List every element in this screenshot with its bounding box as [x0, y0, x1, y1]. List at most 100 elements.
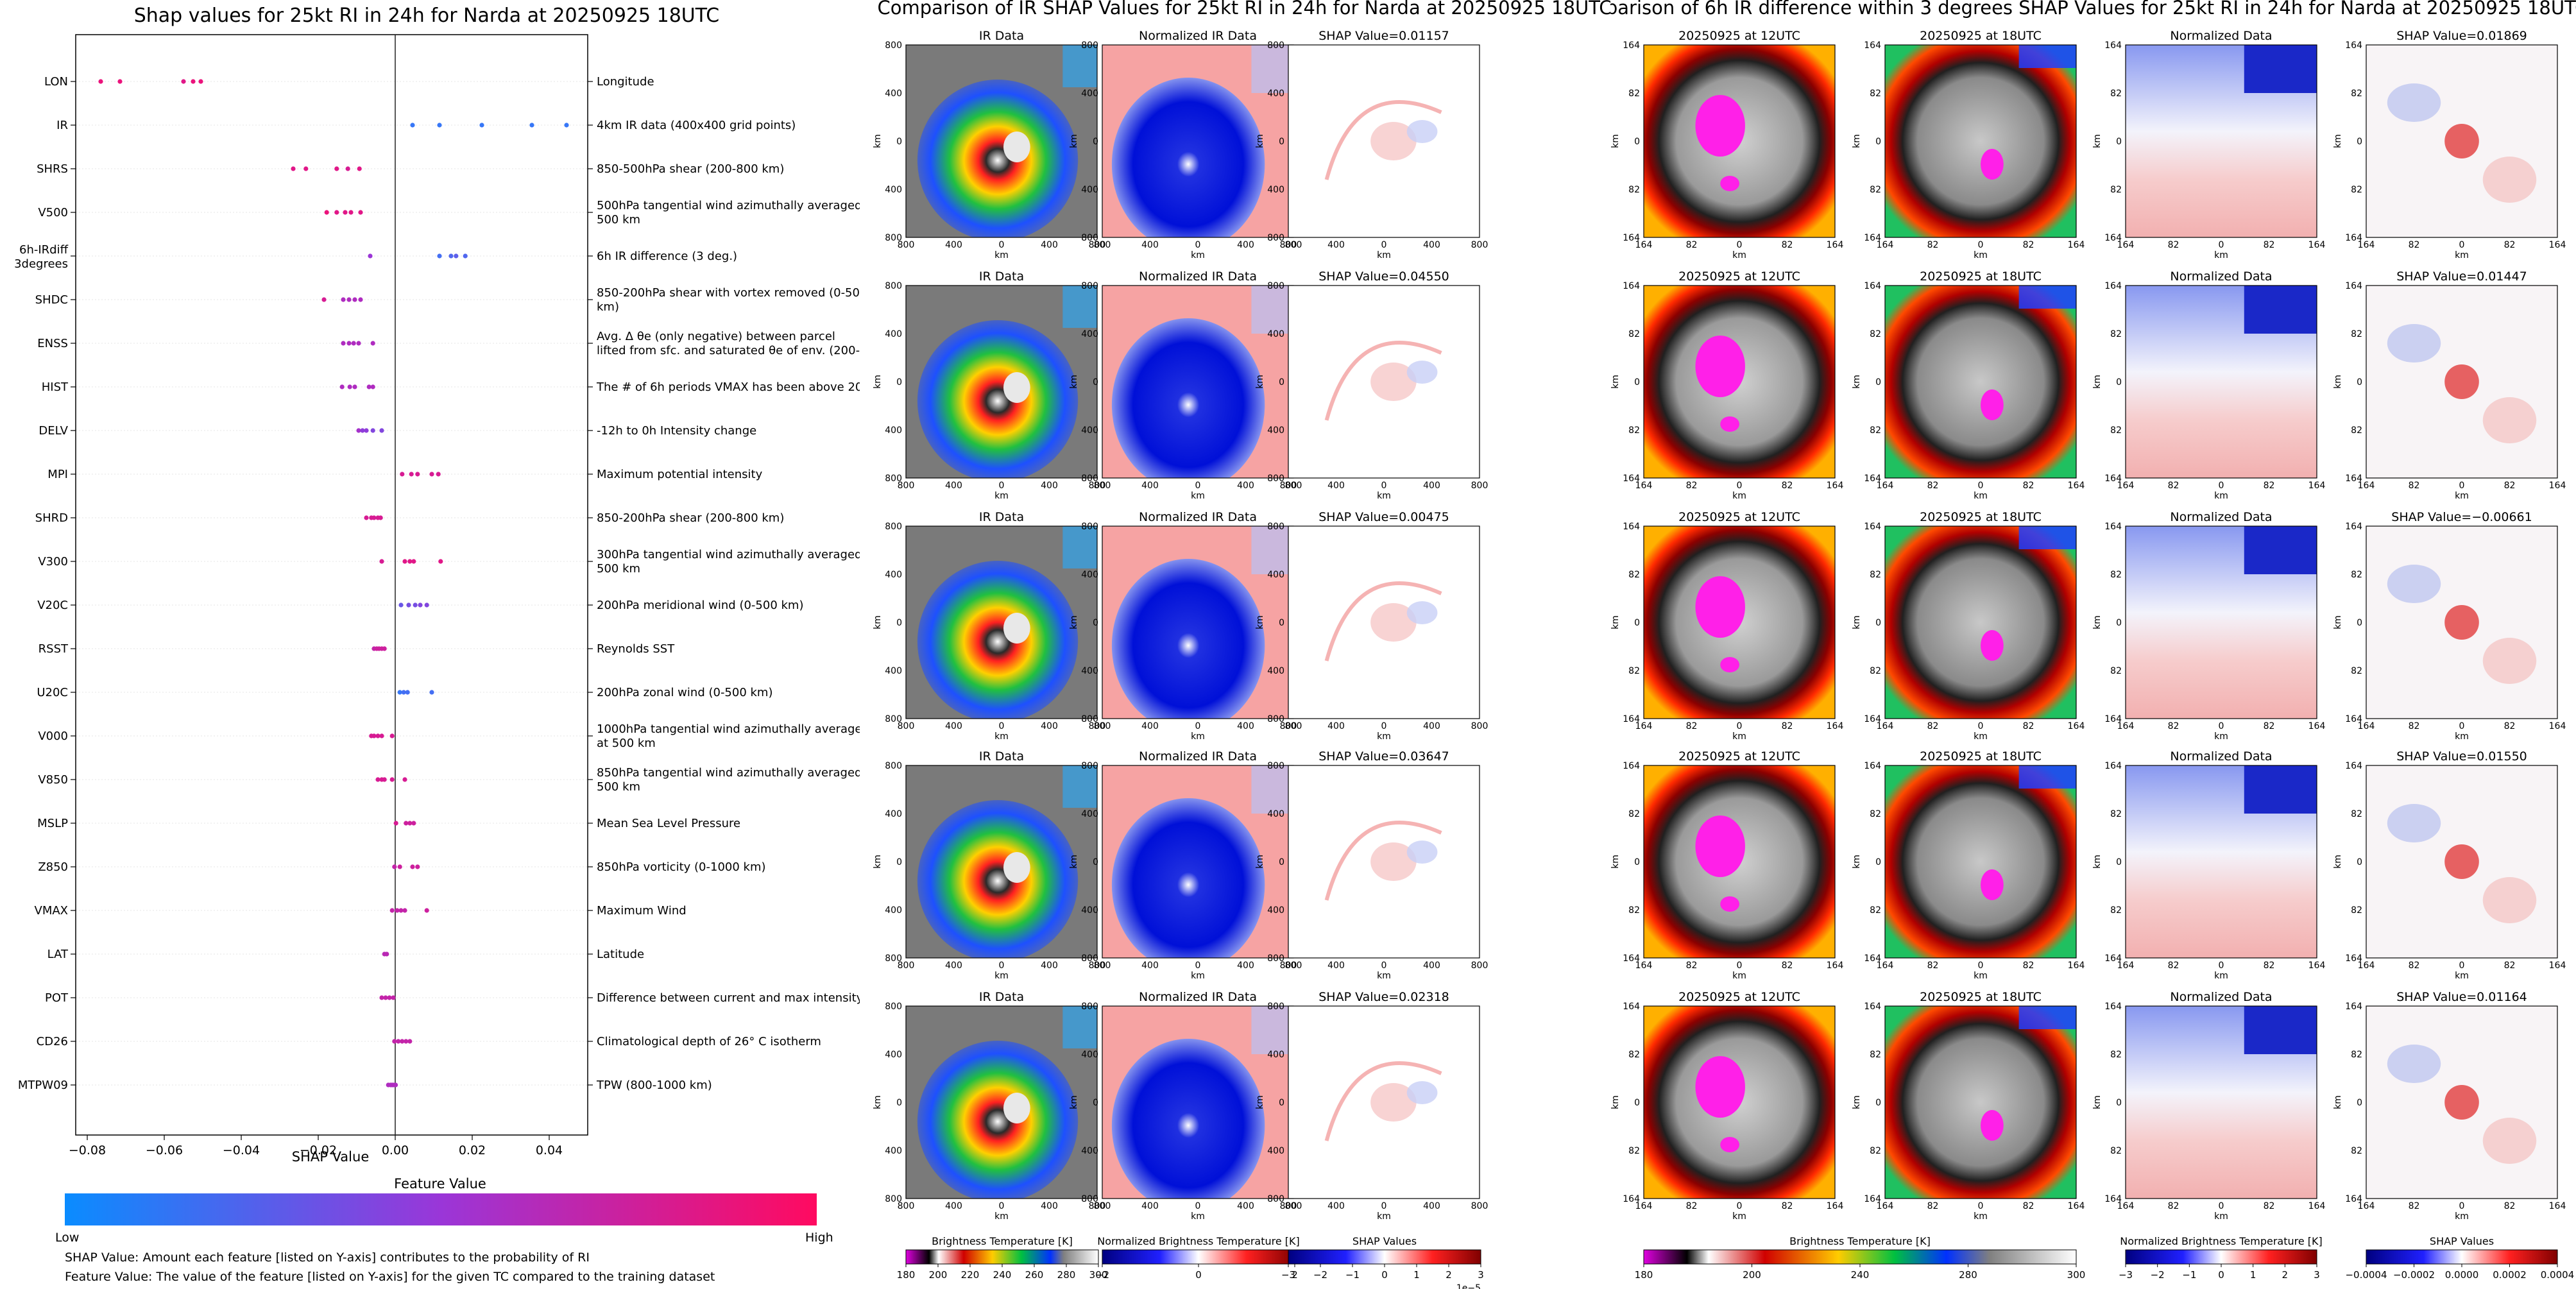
- shap-point: [415, 472, 420, 477]
- y-tick-label: 164: [1864, 1194, 1881, 1204]
- shap-point: [454, 253, 459, 259]
- feature-description: km): [597, 300, 619, 314]
- image-panel: [1884, 285, 2077, 479]
- x-tick-label: 800: [898, 1201, 915, 1211]
- x-tick-label: 82: [1782, 240, 1793, 250]
- y-tick-label: 400: [1081, 89, 1098, 99]
- y-tick-label: 82: [1870, 185, 1881, 195]
- x-tick-label: 82: [2409, 240, 2420, 250]
- x-tick-label: 400: [1327, 240, 1345, 250]
- shap-point: [370, 341, 375, 346]
- colorbar-tick-label: 280: [1057, 1269, 1076, 1281]
- x-tick-label: 0: [1195, 481, 1201, 491]
- y-tick-label: 82: [2351, 329, 2362, 339]
- x-tick-label: 0: [1381, 960, 1387, 971]
- shap-point: [407, 559, 413, 564]
- y-tick-label: 82: [1628, 666, 1640, 676]
- x-tick-label: 0: [1737, 481, 1743, 491]
- x-tick-label: 164: [2549, 240, 2566, 250]
- y-tick-label: 82: [2351, 666, 2362, 676]
- x-tick-label: 82: [2264, 481, 2275, 491]
- y-tick-label: 164: [1623, 40, 1640, 51]
- image-panel: [1884, 765, 2077, 959]
- y-tick-label: 0: [896, 857, 902, 867]
- x-axis-label: km: [2214, 1211, 2228, 1222]
- x-tick-label: 0: [999, 1201, 1005, 1211]
- y-tick-label: 800: [1267, 714, 1284, 724]
- colorbar-label: SHAP Values: [2430, 1235, 2494, 1247]
- shap-point: [448, 253, 454, 259]
- x-tick-label: 82: [2264, 960, 2275, 971]
- shap-point: [402, 777, 407, 782]
- image-panel: [1288, 44, 1480, 238]
- colorbar-tick-label: 0: [2218, 1269, 2224, 1281]
- y-axis-label: km: [1255, 615, 1265, 629]
- panel-title: Normalized Data: [2170, 510, 2272, 524]
- feature-description: The # of 6h periods VMAX has been above …: [596, 380, 860, 394]
- x-tick-label: 0: [2219, 721, 2224, 731]
- image-panel: [1288, 1005, 1480, 1199]
- y-tick-label: 0: [1875, 618, 1881, 628]
- panel-title: Normalized IR Data: [1139, 29, 1257, 43]
- image-panel: [1884, 1005, 2077, 1199]
- feature-label: LAT: [47, 948, 69, 961]
- ir-panel-grid: Comparison of IR SHAP Values for 25kt RI…: [873, 0, 1610, 1289]
- x-axis-label: km: [2214, 491, 2228, 501]
- panel-title: 20250925 at 12UTC: [1678, 269, 1800, 284]
- y-tick-label: 82: [2110, 1050, 2122, 1060]
- panel-title: Normalized IR Data: [1139, 269, 1257, 284]
- feature-label: ENSS: [37, 337, 68, 350]
- colorbar-tick-label: 2: [2282, 1269, 2289, 1281]
- y-tick-label: 82: [2351, 809, 2362, 819]
- y-tick-label: 400: [1267, 89, 1284, 99]
- panel-title: IR Data: [979, 749, 1024, 764]
- x-axis-label: km: [2455, 731, 2469, 742]
- shap-point: [368, 253, 373, 259]
- x-axis-label: km: [2455, 491, 2469, 501]
- y-tick-label: 400: [885, 89, 902, 99]
- x-tick-label: 0: [999, 960, 1005, 971]
- x-axis-label: km: [1191, 491, 1205, 501]
- image-panel: [905, 285, 1098, 479]
- y-tick-label: 82: [2351, 185, 2362, 195]
- image-panel: [2366, 1005, 2558, 1199]
- x-tick-label: 164: [1877, 481, 1894, 491]
- y-tick-label: 164: [2345, 714, 2362, 724]
- y-tick-label: 0: [1279, 857, 1284, 867]
- feature-label: POT: [45, 991, 69, 1005]
- y-tick-label: 164: [1623, 1002, 1640, 1012]
- y-axis-label: km: [873, 134, 883, 148]
- x-axis-label: km: [1974, 731, 1988, 742]
- x-tick-label: 400: [1041, 960, 1058, 971]
- panel-title: SHAP Value=0.01447: [2396, 269, 2527, 284]
- shap-point: [346, 297, 352, 302]
- feature-description: Latitude: [597, 948, 644, 961]
- shap-point: [352, 297, 357, 302]
- panel-title: 20250925 at 18UTC: [1920, 269, 2042, 284]
- shap-point: [370, 384, 375, 389]
- shap-point: [334, 210, 339, 215]
- x-axis-label: km: [2455, 250, 2469, 260]
- panel-title: 20250925 at 18UTC: [1920, 990, 2042, 1004]
- y-tick-label: 400: [1081, 425, 1098, 436]
- feature-label: LON: [44, 75, 68, 89]
- x-tick-label: 400: [1423, 1201, 1440, 1211]
- colorbar-tick-label: 1: [1413, 1269, 1420, 1281]
- colorbar-offset: 1e−5: [1456, 1283, 1481, 1289]
- y-tick-label: 800: [1081, 1194, 1098, 1204]
- x-tick-label: 0: [2459, 1201, 2465, 1211]
- colorbar-label: Normalized Brightness Temperature [K]: [2120, 1235, 2323, 1247]
- colorbar-tick-label: 0.0000: [2445, 1269, 2479, 1281]
- y-tick-label: 0: [896, 1098, 902, 1108]
- panel-title: SHAP Value=0.01550: [2396, 749, 2527, 764]
- feature-description: Mean Sea Level Pressure: [597, 817, 740, 830]
- x-axis-label: km: [994, 1211, 1009, 1222]
- x-tick-label: 400: [945, 960, 962, 971]
- shap-point: [356, 341, 361, 346]
- shap-point: [334, 166, 339, 171]
- x-tick-label: 164: [2308, 240, 2326, 250]
- shap-point: [360, 428, 365, 433]
- image-panel: [2125, 765, 2317, 959]
- feature-description: 850-500hPa shear (200-800 km): [597, 162, 784, 176]
- x-tick-label: 800: [898, 960, 915, 971]
